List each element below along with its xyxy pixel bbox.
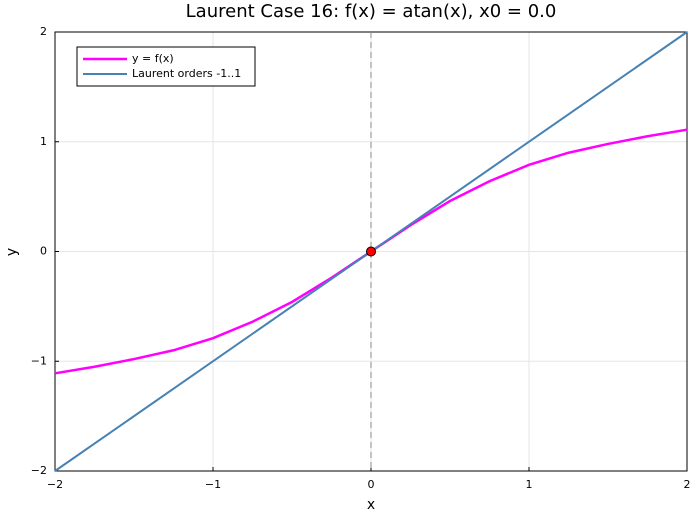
legend-label: y = f(x) <box>132 52 174 65</box>
y-tick-label: −2 <box>31 464 47 477</box>
expansion-point <box>366 246 376 257</box>
legend-label: Laurent orders -1..1 <box>132 67 241 80</box>
y-tick-label: −1 <box>31 354 47 367</box>
y-tick-label: 2 <box>40 25 47 38</box>
y-tick-label: 0 <box>40 245 47 258</box>
x-tick-label: 1 <box>526 478 533 491</box>
y-axis-label: y <box>4 248 20 256</box>
legend-box <box>76 46 256 87</box>
x-tick-label: −2 <box>47 478 63 491</box>
x-tick-label: 0 <box>368 478 375 491</box>
x-tick-label: −1 <box>205 478 221 491</box>
x-axis-label: x <box>367 497 375 513</box>
y-tick-label: 1 <box>40 135 47 148</box>
chart-title: Laurent Case 16: f(x) = atan(x), x0 = 0.… <box>186 1 557 22</box>
x-tick-label: 2 <box>684 478 691 491</box>
